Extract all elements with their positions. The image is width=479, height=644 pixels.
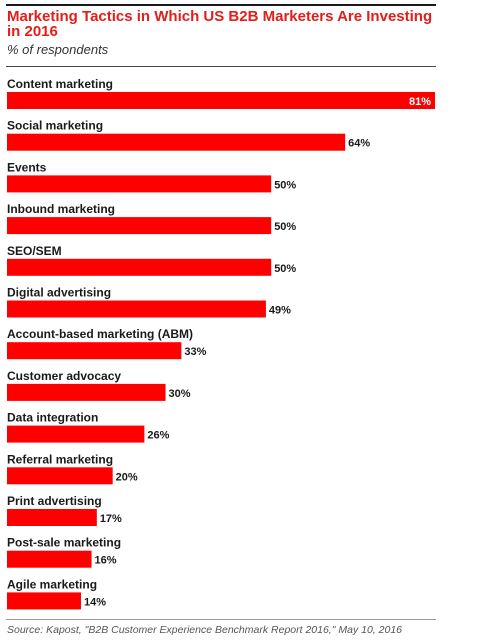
category-label-social-marketing: Social marketing: [7, 119, 103, 133]
value-label-data-integration: 26%: [147, 430, 169, 442]
value-label-social-marketing: 64%: [348, 138, 370, 150]
bar-referral-marketing: [7, 467, 113, 485]
category-label-account-based-marketing-abm: Account-based marketing (ABM): [7, 327, 193, 341]
value-label-customer-advocacy: 30%: [169, 388, 191, 400]
value-label-account-based-marketing-abm: 33%: [184, 346, 206, 358]
bar-print-advertising: [7, 509, 97, 526]
source-rule: [6, 619, 436, 620]
bar-social-marketing: [7, 133, 346, 151]
category-label-post-sale-marketing: Post-sale marketing: [7, 536, 121, 550]
bar-post-sale-marketing: [7, 550, 92, 568]
bar-customer-advocacy: [7, 383, 166, 401]
value-label-print-advertising: 17%: [100, 513, 122, 525]
category-label-agile-marketing: Agile marketing: [7, 577, 97, 591]
value-label-digital-advertising: 49%: [269, 305, 291, 317]
category-label-referral-marketing: Referral marketing: [7, 452, 113, 466]
value-label-post-sale-marketing: 16%: [95, 555, 117, 567]
value-label-inbound-marketing: 50%: [274, 221, 296, 233]
category-label-print-advertising: Print advertising: [7, 494, 102, 508]
top-rule: [6, 4, 436, 6]
value-label-events: 50%: [274, 179, 296, 191]
category-label-customer-advocacy: Customer advocacy: [7, 369, 121, 383]
bar-inbound-marketing: [7, 217, 272, 235]
bar-agile-marketing: [7, 592, 81, 610]
bar-digital-advertising: [7, 300, 266, 318]
category-label-data-integration: Data integration: [7, 411, 98, 425]
bar-seo-sem: [7, 258, 272, 276]
value-label-seo-sem: 50%: [274, 263, 296, 275]
bar-events: [7, 175, 272, 193]
bar-data-integration: [7, 425, 145, 443]
category-label-seo-sem: SEO/SEM: [7, 244, 62, 258]
chart-subtitle: % of respondents: [7, 42, 109, 57]
value-label-referral-marketing: 20%: [116, 471, 138, 483]
category-label-inbound-marketing: Inbound marketing: [7, 202, 115, 216]
chart-title: Marketing Tactics in Which US B2B Market…: [7, 8, 433, 40]
category-label-content-marketing: Content marketing: [7, 77, 113, 91]
source-note: Source: Kapost, "B2B Customer Experience…: [7, 624, 402, 636]
value-label-agile-marketing: 14%: [84, 596, 106, 608]
category-label-events: Events: [7, 160, 47, 174]
subtitle-rule: [6, 66, 436, 67]
value-label-content-marketing: 81%: [409, 96, 431, 108]
bar-account-based-marketing-abm: [7, 342, 182, 360]
category-label-digital-advertising: Digital advertising: [7, 286, 111, 300]
bar-content-marketing: [7, 92, 435, 109]
